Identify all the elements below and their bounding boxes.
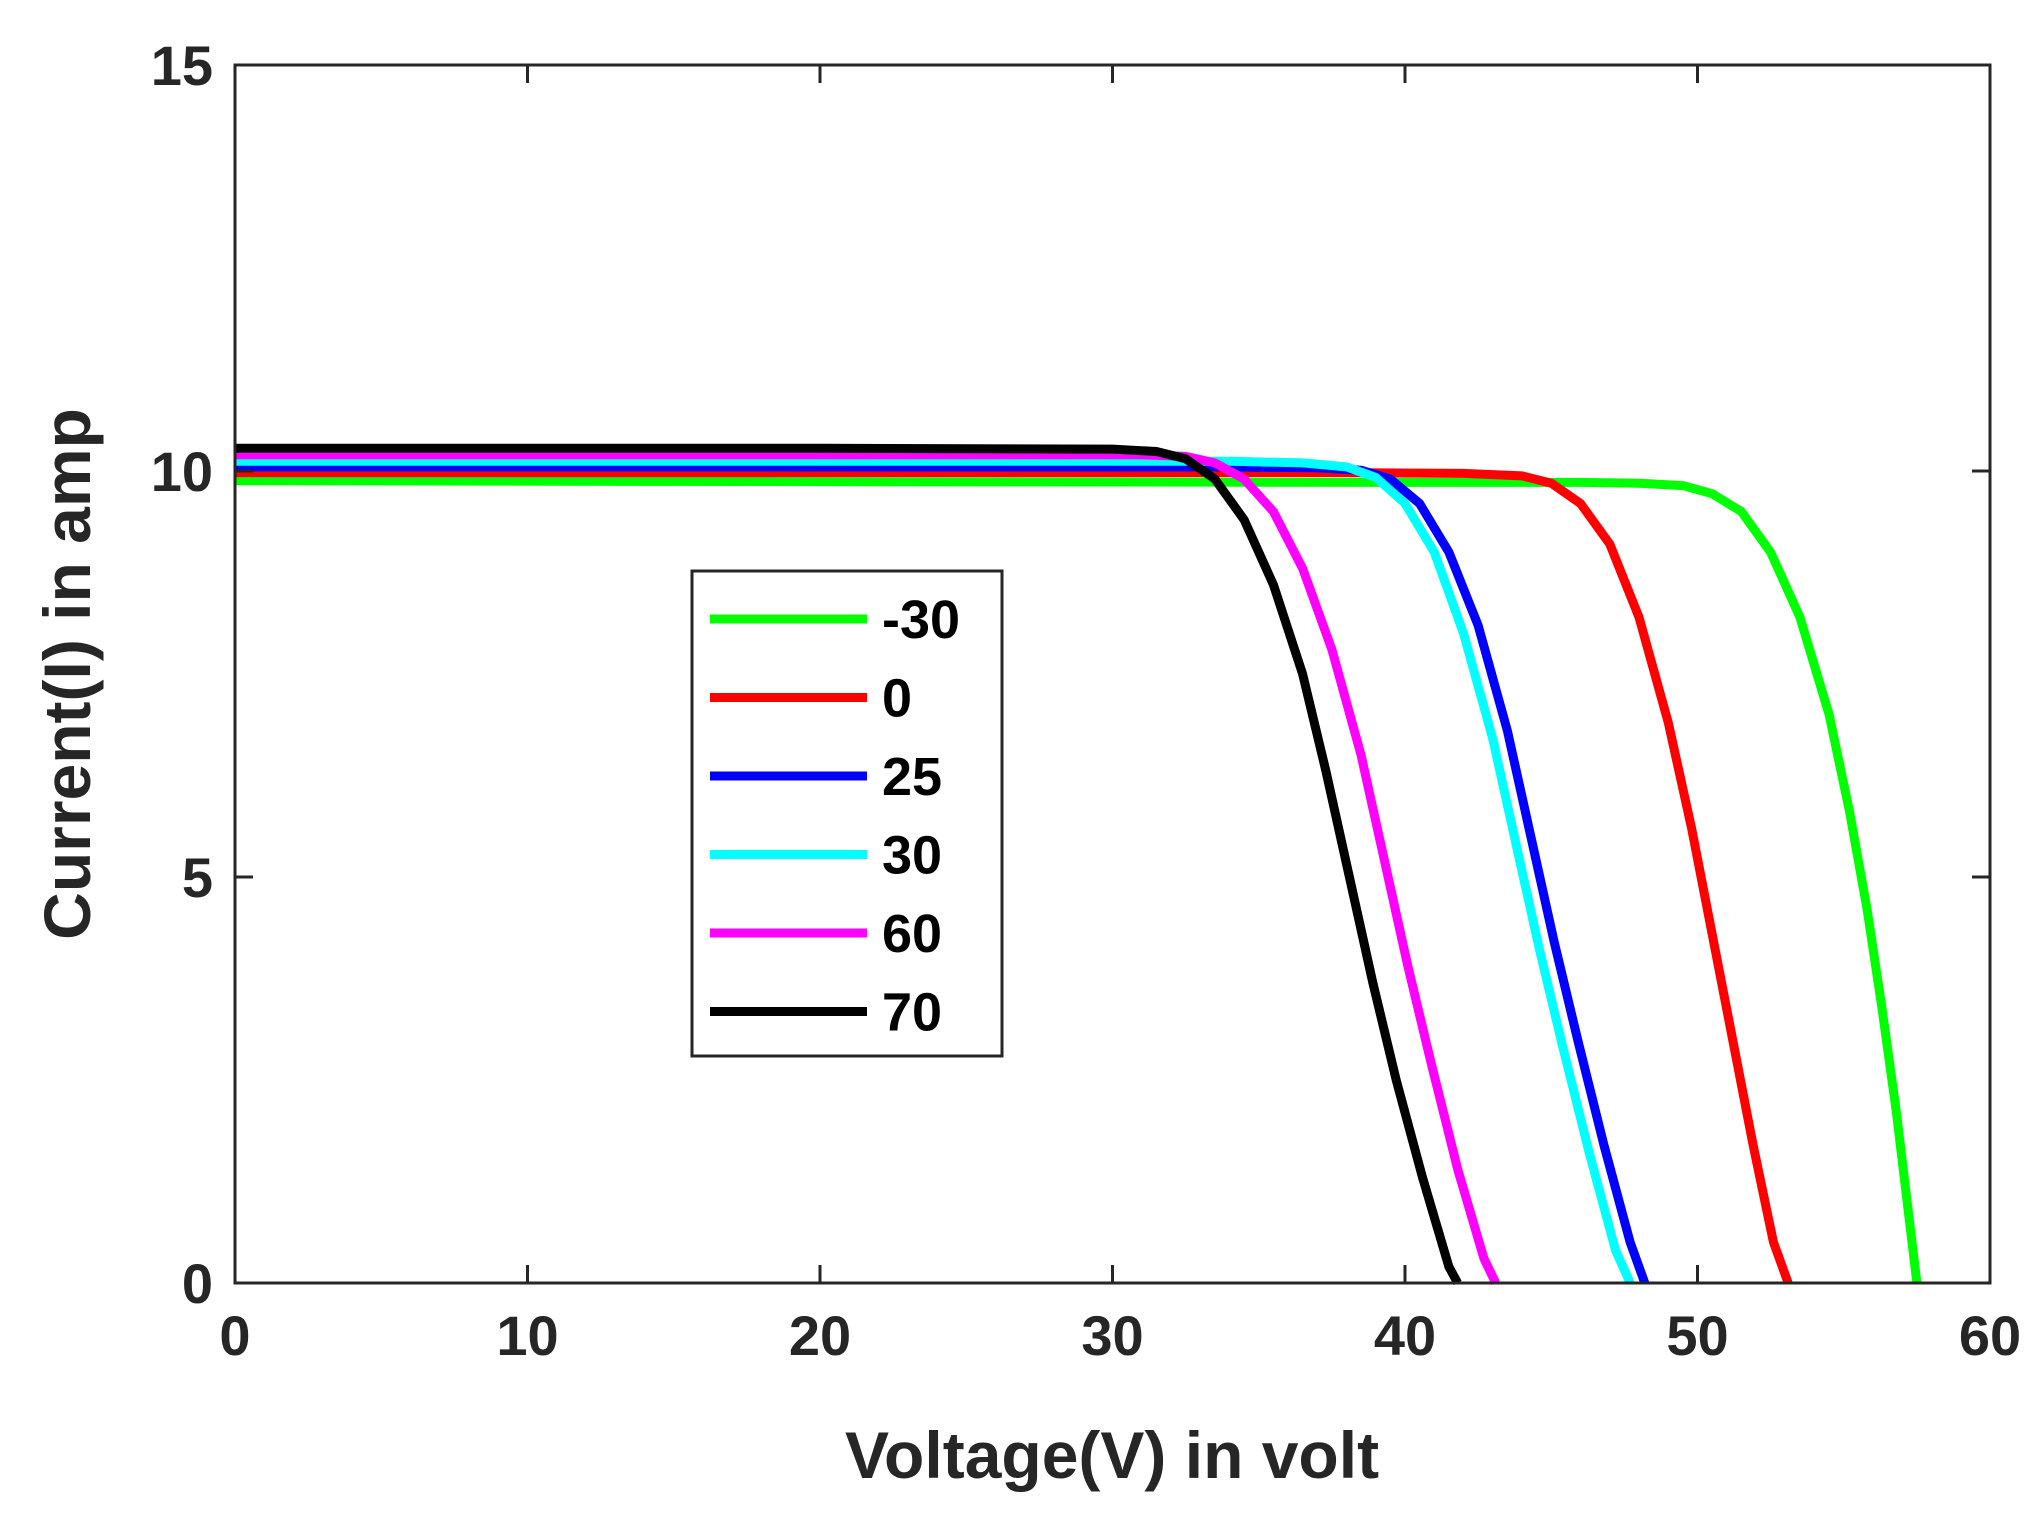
x-tick-label: 20 (789, 1304, 851, 1367)
x-tick-label: 0 (219, 1304, 250, 1367)
y-axis-label: Current(I) in amp (30, 408, 104, 940)
legend-label-6: 70 (882, 983, 942, 1043)
x-tick-label: 40 (1374, 1304, 1436, 1367)
series-layer (234, 443, 1922, 1286)
legend: -30 0 25 30 60 70 (690, 569, 1004, 1058)
y-tick-label: 5 (182, 846, 213, 909)
legend-label-2: 0 (882, 669, 912, 729)
legend-label-4: 30 (882, 826, 942, 886)
tick-layer: 0 10 20 30 40 50 60 0 5 10 15 (151, 34, 2021, 1367)
legend-label-3: 25 (882, 747, 942, 807)
x-tick-label: 60 (1959, 1304, 2021, 1367)
y-tick-label: 10 (151, 440, 213, 503)
series-line-4 (235, 456, 1635, 1285)
x-tick-label: 50 (1666, 1304, 1728, 1367)
y-tick-label: 0 (182, 1252, 213, 1315)
series-line-2 (235, 468, 1793, 1285)
series-line-3 (235, 462, 1650, 1285)
legend-label-5: 60 (882, 904, 942, 964)
series-line-1 (234, 476, 1922, 1284)
plot-area (235, 65, 1990, 1283)
series-line-6 (235, 443, 1462, 1286)
x-tick-label: 30 (1081, 1304, 1143, 1367)
legend-label-1: -30 (882, 590, 960, 650)
y-tick-label: 15 (151, 34, 213, 97)
legend-box (690, 569, 1004, 1058)
x-axis-label: Voltage(V) in volt (845, 1418, 1379, 1492)
x-tick-label: 10 (496, 1304, 558, 1367)
